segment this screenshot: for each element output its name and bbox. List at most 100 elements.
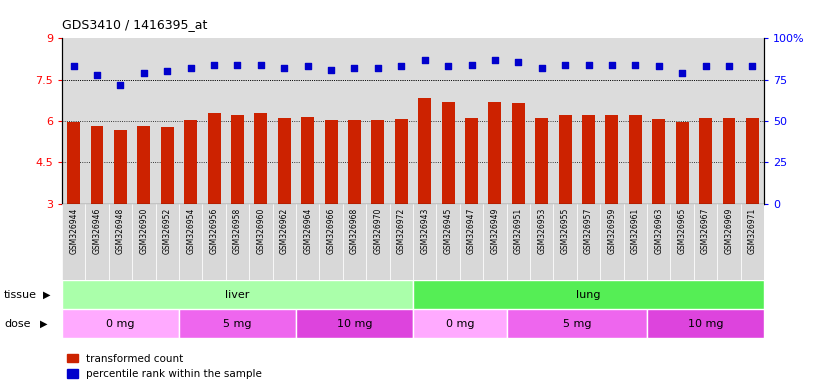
Bar <box>483 204 506 280</box>
Bar <box>225 204 249 280</box>
Text: 10 mg: 10 mg <box>337 318 373 329</box>
Bar <box>577 204 601 280</box>
Point <box>395 63 408 70</box>
Bar <box>436 204 460 280</box>
Text: GSM326969: GSM326969 <box>724 207 733 254</box>
Bar <box>137 126 150 204</box>
Point <box>418 57 431 63</box>
Bar <box>694 204 717 280</box>
Bar <box>605 115 619 204</box>
Bar <box>530 204 553 280</box>
Point <box>348 65 361 71</box>
Text: GSM326956: GSM326956 <box>210 207 219 254</box>
Point <box>90 72 104 78</box>
Bar <box>278 118 291 204</box>
Bar <box>114 130 127 204</box>
Text: GSM326955: GSM326955 <box>561 207 570 254</box>
Text: GSM326951: GSM326951 <box>514 207 523 253</box>
Point <box>465 62 478 68</box>
Bar <box>512 103 525 204</box>
Point <box>699 63 712 70</box>
Text: GSM326970: GSM326970 <box>373 207 382 254</box>
Text: GSM326949: GSM326949 <box>491 207 500 254</box>
Text: 0 mg: 0 mg <box>445 318 474 329</box>
Text: GSM326964: GSM326964 <box>303 207 312 254</box>
Bar <box>366 204 390 280</box>
Text: GSM326952: GSM326952 <box>163 207 172 253</box>
Bar <box>161 127 173 204</box>
Bar <box>601 204 624 280</box>
Text: GSM326961: GSM326961 <box>631 207 640 253</box>
Text: GSM326944: GSM326944 <box>69 207 78 254</box>
Bar <box>155 204 179 280</box>
Text: GSM326962: GSM326962 <box>280 207 289 253</box>
Text: 10 mg: 10 mg <box>688 318 724 329</box>
Bar <box>62 280 413 309</box>
Text: dose: dose <box>4 318 31 329</box>
Bar <box>746 118 759 204</box>
Text: GSM326947: GSM326947 <box>467 207 476 254</box>
Text: GSM326946: GSM326946 <box>93 207 102 254</box>
Bar <box>460 204 483 280</box>
Point <box>301 63 314 70</box>
Bar <box>442 102 454 204</box>
Point <box>278 65 291 71</box>
Bar <box>413 309 506 338</box>
Text: GSM326945: GSM326945 <box>444 207 453 254</box>
Text: ▶: ▶ <box>43 290 50 300</box>
Point <box>372 65 385 71</box>
Point <box>652 63 665 70</box>
Bar <box>296 309 413 338</box>
Bar <box>553 204 577 280</box>
Bar <box>395 119 408 204</box>
Text: GSM326948: GSM326948 <box>116 207 125 253</box>
Bar <box>296 204 320 280</box>
Point <box>605 62 619 68</box>
Bar <box>179 204 202 280</box>
Bar <box>647 204 671 280</box>
Bar <box>535 118 548 204</box>
Text: liver: liver <box>225 290 249 300</box>
Bar <box>647 309 764 338</box>
Point <box>558 62 572 68</box>
Text: GSM326968: GSM326968 <box>350 207 359 253</box>
Bar <box>202 204 225 280</box>
Bar <box>488 102 501 204</box>
Legend: transformed count, percentile rank within the sample: transformed count, percentile rank withi… <box>67 354 262 379</box>
Bar <box>671 204 694 280</box>
Bar <box>343 204 366 280</box>
Point <box>325 67 338 73</box>
Point <box>207 62 221 68</box>
Bar <box>723 118 735 204</box>
Bar <box>413 204 436 280</box>
Text: GSM326953: GSM326953 <box>537 207 546 254</box>
Point <box>511 58 525 65</box>
Point <box>582 62 595 68</box>
Text: ▶: ▶ <box>40 318 47 329</box>
Text: GSM326950: GSM326950 <box>140 207 149 254</box>
Bar <box>249 204 273 280</box>
Bar <box>413 280 764 309</box>
Bar <box>67 121 80 204</box>
Text: GSM326959: GSM326959 <box>607 207 616 254</box>
Text: GSM326958: GSM326958 <box>233 207 242 253</box>
Text: GSM326965: GSM326965 <box>677 207 686 254</box>
Point <box>114 81 127 88</box>
Bar <box>254 113 268 204</box>
Bar <box>506 309 647 338</box>
Bar <box>132 204 155 280</box>
Text: GSM326954: GSM326954 <box>186 207 195 254</box>
Bar <box>273 204 296 280</box>
Point <box>160 68 173 74</box>
Text: GSM326971: GSM326971 <box>748 207 757 253</box>
Bar <box>372 119 384 204</box>
Text: GSM326967: GSM326967 <box>701 207 710 254</box>
Point <box>67 63 80 70</box>
Bar <box>179 309 296 338</box>
Point <box>676 70 689 76</box>
Bar <box>558 115 572 204</box>
Text: GDS3410 / 1416395_at: GDS3410 / 1416395_at <box>62 18 207 31</box>
Bar <box>325 121 338 204</box>
Bar <box>624 204 647 280</box>
Bar <box>62 204 85 280</box>
